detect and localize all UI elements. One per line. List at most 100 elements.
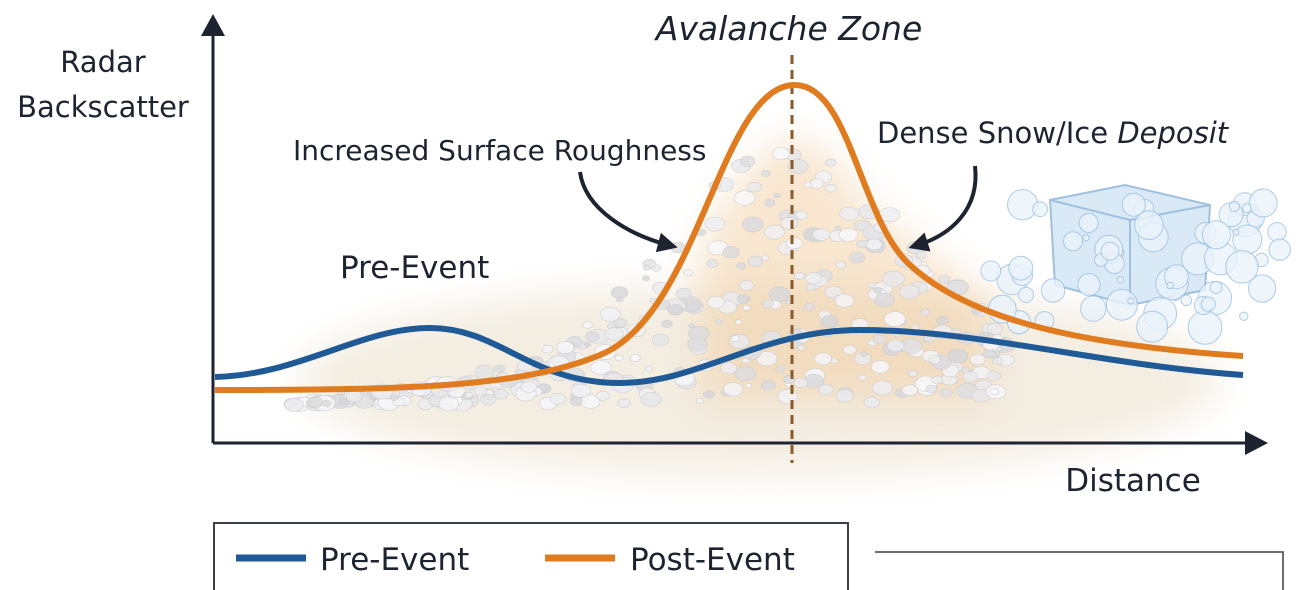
snow-debris-piece: [777, 389, 799, 404]
snow-debris-piece: [571, 383, 591, 398]
ice-bubbles-piece: [1078, 213, 1099, 233]
snow-debris-piece: [947, 348, 969, 364]
snow-debris-piece: [736, 262, 746, 270]
snow-debris-piece: [306, 396, 323, 409]
snow-debris-piece: [989, 388, 999, 395]
snow-debris-piece: [969, 353, 986, 366]
snow-debris-piece: [629, 354, 641, 362]
snow-debris-piece: [651, 333, 669, 346]
snow-debris-piece: [870, 360, 890, 374]
snow-debris-piece: [745, 383, 753, 389]
snow-debris-piece: [494, 364, 506, 373]
snow-debris-piece: [321, 399, 332, 407]
post-event-curve: [214, 81, 1244, 393]
snow-debris-piece: [722, 246, 740, 259]
snow-debris-piece: [901, 384, 918, 396]
snow-debris-piece: [931, 375, 944, 385]
ice-bubbles-piece: [1268, 238, 1291, 261]
snow-debris-piece: [541, 344, 554, 354]
snow-debris-piece: [784, 299, 792, 305]
ice-bubbles-piece: [1082, 234, 1090, 242]
snow-debris-piece: [908, 370, 919, 378]
ice-bubbles-piece: [1017, 286, 1035, 303]
snow-debris-piece: [919, 308, 931, 316]
snow-debris-piece: [730, 335, 740, 343]
ice-bubbles-piece: [980, 260, 1002, 282]
y-axis-label: Radar: [60, 45, 145, 79]
snow-debris-piece: [345, 390, 363, 403]
ice-bubbles-piece: [1040, 278, 1066, 303]
snow-debris-piece: [284, 398, 304, 412]
snow-debris-piece: [590, 360, 612, 375]
ice-bubbles-piece: [1116, 276, 1125, 284]
snow-debris-piece: [739, 280, 755, 291]
snow-debris-piece: [940, 388, 953, 398]
snow-debris-piece: [549, 392, 567, 405]
snow-debris-piece: [773, 193, 781, 198]
snow-debris-piece: [925, 384, 938, 394]
snow-debris-piece: [604, 327, 624, 341]
ice-bubbles-piece: [1134, 210, 1164, 240]
ice-bubbles-piece: [1077, 273, 1101, 297]
legend-label: Pre-Event: [320, 542, 469, 578]
deposit-label: Dense Snow/Ice Deposit: [877, 116, 1230, 150]
snow-debris-piece: [915, 250, 927, 259]
roughness-arrow: [578, 171, 678, 253]
ice-bubbles-piece: [1248, 274, 1277, 303]
zone-label: Avalanche Zone: [654, 9, 923, 48]
snow-debris-piece: [868, 282, 876, 288]
ice-bubbles-piece: [1136, 310, 1169, 343]
frame-line: [875, 551, 1284, 590]
ice-bubbles-piece: [1080, 295, 1107, 322]
snow-debris-piece: [928, 355, 942, 365]
snow-debris-piece: [642, 275, 650, 282]
snow-debris-piece: [683, 269, 693, 277]
snow-debris-piece: [871, 380, 894, 396]
ice-bubbles-piece: [1228, 201, 1240, 212]
snow-debris-piece: [938, 274, 951, 284]
snow-debris-piece: [834, 293, 855, 308]
snow-debris-piece: [687, 337, 708, 352]
snow-debris-piece: [898, 284, 920, 300]
snow-debris-piece: [702, 390, 715, 399]
ice-bubbles-piece: [1232, 228, 1240, 236]
ice-bubbles-piece: [1127, 297, 1135, 305]
snow-debris-piece: [838, 227, 859, 242]
snow-debris-piece: [617, 398, 631, 409]
snow-debris-piece: [780, 217, 799, 230]
snow-debris-piece: [835, 389, 854, 403]
snow-debris-piece: [704, 216, 726, 232]
y-axis-arrow: [201, 14, 225, 36]
snow-debris-piece: [733, 190, 756, 206]
ice-bubbles-piece: [1100, 241, 1120, 261]
snow-debris-piece: [667, 304, 684, 316]
snow-debris-piece: [640, 391, 662, 407]
snow-debris-piece: [986, 322, 1004, 335]
snow-debris-piece: [584, 331, 600, 342]
snow-debris-piece: [596, 390, 610, 401]
snow-debris-piece: [688, 323, 695, 329]
snow-debris-piece: [797, 344, 806, 351]
snow-debris-piece: [464, 391, 474, 399]
roughness-label: Increased Surface Roughness: [293, 134, 706, 167]
legend-box: [213, 522, 849, 590]
snow-debris-piece: [715, 319, 723, 325]
deposit-arrow: [908, 165, 978, 252]
snow-debris-piece: [474, 364, 495, 379]
ice-bubbles-piece: [1187, 310, 1223, 345]
snow-debris-piece: [706, 259, 719, 268]
snow-debris-piece: [883, 311, 906, 327]
ice-bubbles-piece: [1032, 201, 1048, 218]
snow-debris-piece: [992, 357, 1004, 366]
snow-debris-piece: [881, 270, 905, 287]
ice-bubbles-piece: [1267, 222, 1287, 242]
ice-bubbles-piece: [1063, 231, 1083, 252]
snow-debris-piece: [390, 395, 399, 401]
snow-debris-piece: [874, 292, 895, 308]
ice-bubbles-piece: [1241, 203, 1252, 214]
snow-debris-piece: [761, 169, 771, 177]
deposit-text: Dense Snow/Ice: [877, 116, 1108, 150]
snow-debris-piece: [804, 272, 822, 285]
